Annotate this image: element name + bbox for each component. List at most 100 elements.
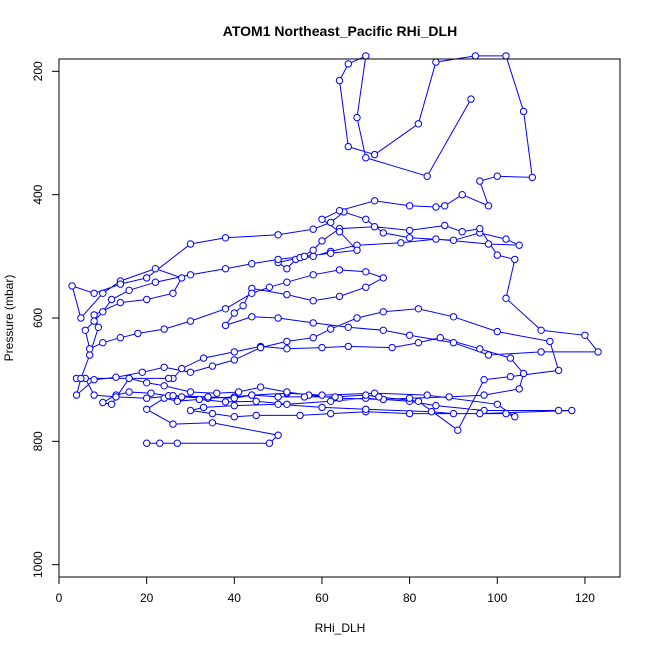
data-point	[143, 379, 151, 387]
data-point	[199, 354, 208, 362]
data-point	[370, 197, 379, 205]
data-point	[427, 408, 436, 416]
data-point	[221, 234, 230, 242]
data-point	[353, 113, 361, 122]
data-point	[256, 343, 265, 352]
data-point	[484, 202, 493, 210]
data-point	[195, 395, 204, 404]
data-point	[449, 236, 458, 245]
data-point	[493, 172, 501, 180]
data-point	[151, 278, 160, 286]
x-tick-label: 100	[487, 591, 507, 605]
data-point	[327, 249, 335, 258]
data-point	[208, 409, 217, 418]
data-point	[484, 351, 493, 359]
data-point	[480, 391, 488, 399]
data-point	[248, 391, 256, 399]
data-point	[519, 107, 528, 116]
data-point	[506, 372, 515, 381]
x-tick-label: 40	[228, 591, 242, 605]
data-point	[99, 339, 107, 347]
data-point	[283, 337, 291, 346]
y-tick-label: 800	[31, 431, 45, 451]
data-point	[90, 317, 98, 325]
data-point	[432, 203, 440, 211]
data-point	[99, 398, 107, 407]
data-point	[362, 391, 370, 399]
data-point	[90, 311, 98, 319]
x-tick-label: 0	[56, 591, 63, 605]
data-point	[318, 391, 326, 399]
data-point	[515, 385, 523, 393]
data-point	[99, 289, 107, 297]
data-point	[432, 58, 440, 66]
data-point	[248, 289, 256, 297]
data-point	[186, 240, 195, 248]
data-point	[169, 289, 177, 297]
data-point	[143, 394, 151, 402]
data-point	[156, 439, 164, 447]
data-point	[370, 223, 379, 231]
data-point	[309, 319, 317, 327]
data-point	[213, 389, 221, 397]
data-point	[379, 274, 387, 282]
data-point	[208, 419, 217, 427]
data-point	[221, 321, 230, 330]
data-point	[265, 439, 274, 447]
x-tick-label: 80	[403, 591, 417, 605]
data-point	[445, 393, 453, 401]
data-point	[94, 323, 103, 331]
data-point	[331, 393, 339, 401]
y-tick-label: 200	[31, 61, 45, 81]
data-point	[309, 225, 317, 233]
data-point	[90, 391, 98, 399]
data-point	[151, 265, 160, 273]
data-point	[432, 235, 440, 243]
data-point	[568, 406, 576, 415]
data-point	[309, 271, 317, 279]
data-point	[296, 411, 304, 420]
data-point	[594, 348, 602, 356]
data-point	[327, 397, 335, 405]
data-point	[362, 268, 370, 276]
data-point	[537, 348, 545, 356]
data-point	[454, 426, 462, 434]
series-layer	[68, 52, 602, 447]
data-point	[309, 246, 317, 254]
data-point	[81, 326, 90, 334]
data-point	[362, 283, 370, 291]
data-point	[423, 172, 431, 180]
data-point	[252, 411, 260, 420]
data-point	[476, 409, 484, 418]
data-point	[230, 401, 239, 410]
data-point	[186, 368, 195, 376]
data-point	[318, 237, 326, 245]
data-point	[441, 221, 449, 230]
data-point	[344, 60, 352, 68]
data-point	[230, 356, 239, 364]
data-point	[143, 274, 151, 282]
data-point	[173, 397, 182, 405]
data-point	[388, 343, 396, 352]
data-point	[554, 366, 563, 375]
data-point	[335, 266, 344, 274]
data-point	[86, 351, 94, 359]
data-point	[379, 308, 387, 316]
data-point	[335, 76, 344, 85]
data-point	[502, 52, 510, 60]
data-point	[221, 305, 230, 313]
data-point	[256, 383, 265, 391]
data-point	[125, 374, 133, 383]
data-point	[86, 345, 94, 353]
data-point	[68, 282, 76, 290]
y-tick-label: 600	[31, 308, 45, 328]
data-point	[467, 95, 475, 103]
data-point	[274, 400, 282, 408]
data-point	[116, 280, 125, 288]
data-point	[160, 363, 168, 371]
data-point	[186, 317, 195, 325]
y-axis: 200 400 600 800 1000	[31, 61, 60, 578]
data-point	[353, 314, 361, 322]
data-point	[335, 207, 344, 215]
